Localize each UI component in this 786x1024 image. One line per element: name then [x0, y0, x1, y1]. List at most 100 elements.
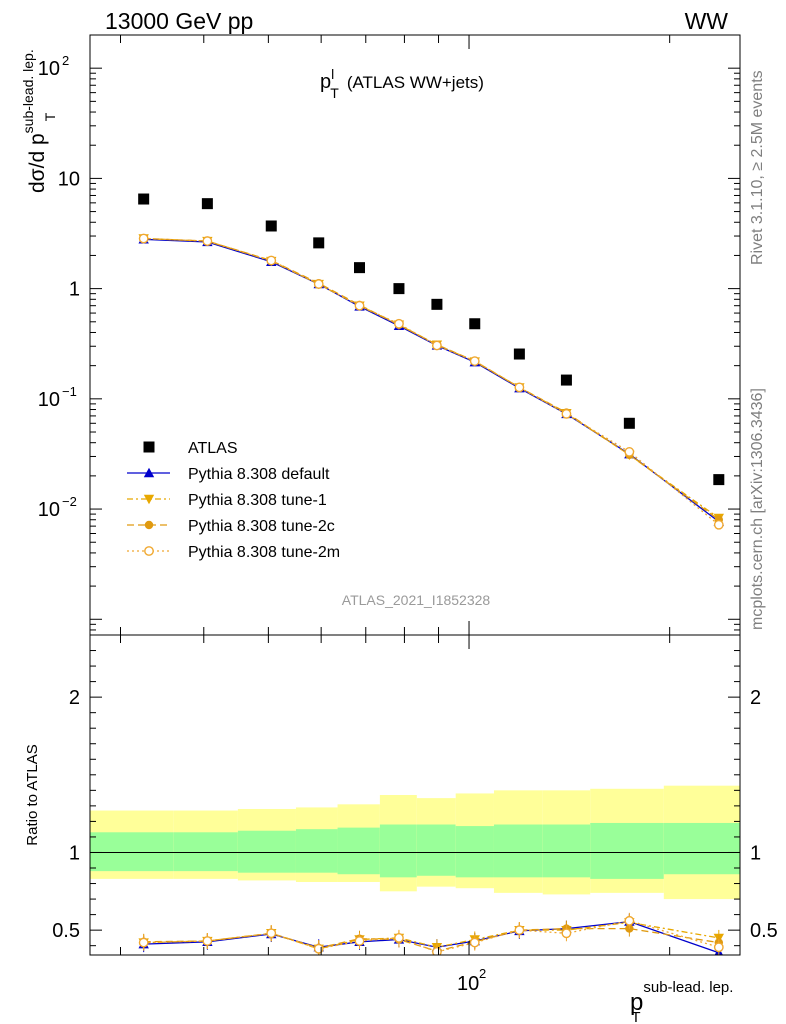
ratio-series-0: [138, 913, 723, 955]
mcplots-label: mcplots.cern.ch [arXiv:1306.3436]: [749, 388, 766, 630]
ratio-series-1: [138, 914, 725, 955]
ylabel-main: dσ/d p: [26, 133, 49, 193]
legend-entry-0: ATLAS: [143, 440, 238, 457]
main-series-layer: [138, 193, 725, 530]
y-tick-label-0.01: 10: [38, 499, 60, 521]
legend-entry-4: Pythia 8.308 tune-2m: [127, 544, 340, 561]
ratio-series-3: [138, 912, 724, 955]
y-tick-label-100-exp: 2: [62, 53, 69, 68]
xlabel-sup: sub-lead. lep.: [643, 979, 733, 996]
main-point-0-7: [469, 318, 481, 330]
x-tick-label-100: 10: [457, 973, 479, 995]
main-point-4-2: [266, 255, 277, 266]
main-point-0-6: [431, 298, 443, 310]
ratio-point-3-2: [266, 928, 277, 939]
main-point-0-9: [560, 374, 572, 386]
ratio-band-inner-5: [379, 824, 417, 878]
ratio-y-tick-label-left-2: 2: [69, 687, 80, 709]
y-tick-label-10: 10: [58, 168, 80, 190]
main-series-0: [138, 193, 725, 486]
main-series-line-2: [143, 237, 720, 519]
main-point-4-3: [313, 279, 324, 289]
main-point-4-5: [394, 318, 404, 329]
y-tick-label-1-base: 1: [69, 279, 80, 301]
legend-marker-1: [143, 467, 155, 478]
legend-label-1: Pythia 8.308 default: [188, 466, 330, 483]
legend-label-2: Pythia 8.308 tune-1: [188, 492, 327, 509]
ratio-band-inner-11: [663, 822, 740, 875]
ratio-point-3-10: [624, 915, 635, 926]
x-tick-label-100-exp: 2: [479, 966, 486, 981]
main-point-0-0: [138, 193, 150, 205]
rivet-version-label: Rivet 3.1.10, ≥ 2.5M events: [749, 70, 766, 265]
main-plot-title: pl T (ATLAS WW+jets): [320, 66, 484, 101]
main-point-4-9: [561, 409, 572, 419]
legend-entry-1: Pythia 8.308 default: [127, 466, 330, 483]
main-point-0-5: [393, 283, 405, 295]
ratio-point-3-4: [354, 936, 365, 946]
main-point-4-4: [354, 300, 365, 311]
xlabel-p: p: [630, 989, 643, 1016]
main-point-4-0: [138, 233, 149, 244]
ratio-y-tick-label-left-0: 0.5: [52, 920, 80, 942]
ratio-point-3-0: [138, 937, 149, 948]
title-sub: T: [330, 85, 339, 101]
legend-label-3: Pythia 8.308 tune-2c: [188, 518, 335, 535]
legend-marker-4: [144, 546, 154, 556]
ratio-band-inner-0: [90, 832, 174, 872]
ratio-uncertainty-bands: [90, 785, 740, 900]
ratio-point-3-5: [394, 933, 404, 943]
header-process-label: WW: [685, 8, 729, 34]
main-point-4-1: [202, 236, 213, 246]
ratio-series-layer: [138, 912, 725, 955]
x-axis-label: psub-lead. lep. T: [630, 979, 733, 1024]
ratio-band-inner-4: [337, 827, 380, 875]
main-y-axis-label: dσ/d psub-lead. lep. T: [20, 49, 58, 193]
ratio-band-inner-9: [542, 824, 591, 878]
main-point-0-2: [265, 220, 277, 232]
main-point-0-1: [201, 198, 213, 210]
ratio-point-3-9: [561, 928, 572, 939]
xlabel-sub: T: [631, 1009, 640, 1024]
ratio-band-inner-8: [493, 824, 543, 878]
main-point-4-8: [514, 382, 525, 393]
y-tick-label-0.01-exp: −2: [62, 494, 77, 509]
legend-entry-2: Pythia 8.308 tune-1: [127, 492, 327, 509]
legend-marker-3: [144, 520, 154, 530]
y-tick-label-0.1-exp: −1: [62, 384, 77, 399]
ratio-point-3-11: [713, 942, 724, 953]
ratio-point-3-8: [514, 925, 525, 936]
main-point-4-6: [432, 340, 442, 351]
ratio-y-axis-label: Ratio to ATLAS: [24, 744, 41, 845]
main-point-4-10: [624, 447, 635, 457]
main-point-4-7: [469, 356, 480, 366]
ratio-point-3-7: [469, 937, 480, 948]
main-series-4: [138, 233, 724, 530]
legend-label-4: Pythia 8.308 tune-2m: [188, 544, 340, 561]
legend-label-0: ATLAS: [188, 440, 238, 457]
y-tick-label-100: 10: [38, 58, 60, 80]
main-point-0-11: [713, 474, 725, 486]
ratio-band-inner-6: [416, 824, 456, 876]
ratio-band-inner-3: [295, 829, 338, 873]
ratio-y-tick-label-right-1: 1: [750, 842, 761, 864]
legend-marker-2: [143, 494, 155, 505]
main-point-0-4: [354, 262, 366, 274]
ratio-series-clipped: [138, 912, 725, 955]
ratio-band-inner-1: [173, 832, 238, 872]
ylabel-sub: T: [42, 112, 58, 121]
legend-marker-0: [143, 441, 155, 453]
ratio-series-line-0: [143, 920, 720, 954]
ratio-band-inner-10: [590, 822, 664, 879]
main-point-4-11: [713, 519, 724, 530]
legend: ATLAS Pythia 8.308 default Pythia 8.308 tu…: [127, 440, 340, 561]
ratio-series-line-2: [143, 927, 719, 952]
legend-entry-3: Pythia 8.308 tune-2c: [127, 518, 335, 535]
ratio-axes: 0.5 0.51 12 210 2: [52, 634, 778, 995]
ratio-point-3-3: [313, 943, 324, 954]
main-point-0-3: [313, 237, 325, 249]
ratio-frame: [89, 634, 741, 956]
title-p: p: [320, 71, 331, 93]
